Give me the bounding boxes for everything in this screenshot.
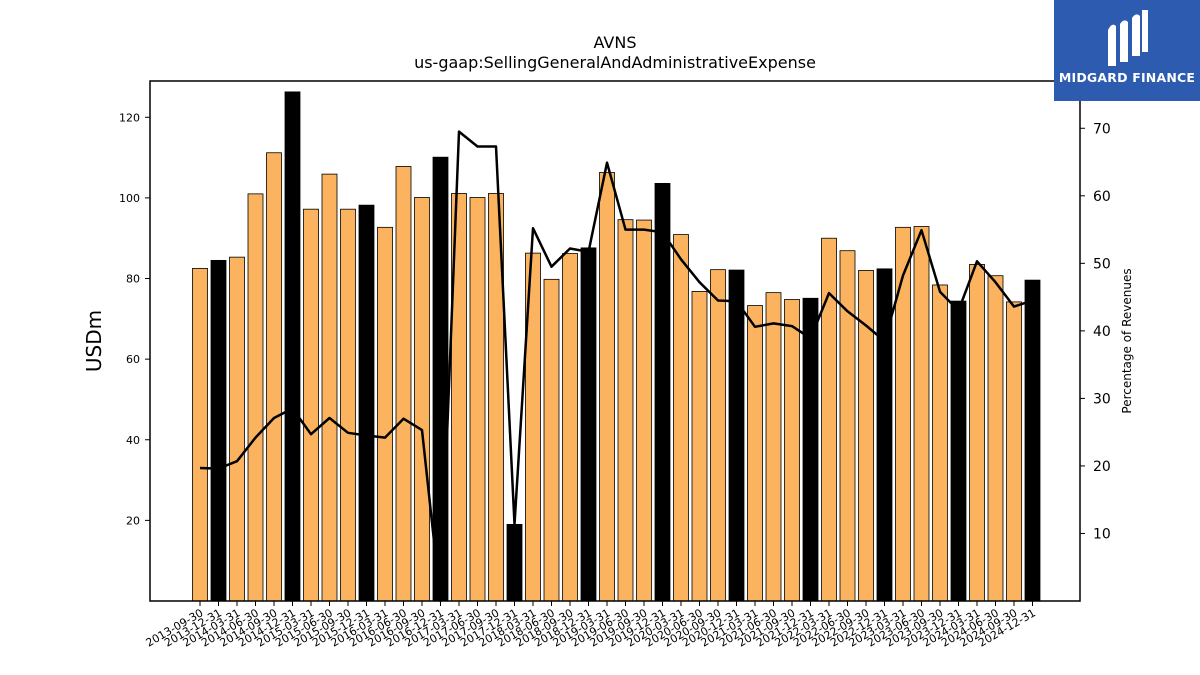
bar-2015-06-30	[321, 173, 338, 602]
bar-2018-06-30	[543, 278, 560, 602]
bar-2023-09-30	[932, 284, 948, 602]
bar-2019-09-30	[636, 219, 652, 602]
bar-2020-09-30	[710, 269, 726, 602]
bar-2019-03-31	[599, 172, 615, 602]
bar-2021-12-31	[802, 297, 819, 602]
y2-tick-label: 10	[1093, 526, 1111, 542]
bar-2014-03-31	[229, 256, 245, 602]
bar-2019-06-30	[617, 219, 634, 602]
bar-2015-12-31	[358, 204, 375, 602]
bar-2021-06-30	[765, 292, 782, 602]
bar-2020-12-31	[728, 269, 745, 602]
y2-axis-label: Percentage of Revenues	[1120, 268, 1134, 413]
bar-2017-06-30	[469, 197, 486, 602]
bar-2019-12-31	[654, 182, 671, 602]
bar-2015-09-30	[340, 208, 356, 602]
midgard-finance-logo: MIDGARD FINANCE	[1054, 0, 1200, 101]
y-axis-label: USDm	[82, 310, 106, 372]
bar-2016-06-30	[395, 166, 412, 602]
logo-text: MIDGARD FINANCE	[1058, 70, 1196, 85]
bar-series	[192, 91, 1041, 602]
bar-2023-06-30	[913, 226, 930, 602]
y-tick-label: 80	[126, 273, 140, 286]
y2-tick-label: 30	[1093, 391, 1111, 407]
percentage-line	[199, 130, 1033, 603]
bar-2020-06-30	[691, 291, 708, 602]
bar-2015-03-31	[303, 208, 319, 602]
bar-2022-06-30	[839, 250, 856, 602]
bar-2014-12-31	[284, 91, 301, 602]
y2-tick-label: 20	[1093, 459, 1111, 475]
midgard-logo-icon	[1108, 10, 1148, 66]
y2-tick-label: 50	[1093, 256, 1111, 272]
y-tick-label: 40	[126, 434, 140, 447]
y-axis-left: 20 40 60 80 100 120	[119, 111, 150, 527]
bar-2021-09-30	[784, 299, 800, 602]
y-tick-label: 120	[119, 111, 140, 124]
bar-2024-09-30	[1006, 301, 1022, 602]
y2-tick-label: 60	[1093, 189, 1111, 205]
bar-2023-12-31	[950, 300, 967, 602]
chart-subtitle: us-gaap:SellingGeneralAndAdministrativeE…	[414, 53, 816, 72]
x-axis: 2013-09-302013-12-312014-03-312014-06-30…	[144, 601, 1038, 650]
percentage-line-series	[199, 130, 1033, 603]
y-tick-label: 60	[126, 353, 140, 366]
bar-2018-12-31	[580, 247, 597, 602]
y-tick-label: 100	[119, 192, 140, 205]
bar-2014-09-30	[266, 152, 282, 602]
bar-2017-12-31	[506, 524, 523, 602]
bar-2023-03-31	[895, 226, 911, 602]
plot-frame	[149, 80, 1081, 602]
bar-2016-03-31	[377, 226, 393, 602]
bar-2024-03-31	[969, 264, 985, 602]
bar-2016-09-30	[414, 197, 430, 602]
bar-2014-06-30	[247, 193, 264, 602]
bar-2018-09-30	[562, 253, 578, 602]
bar-2024-06-30	[987, 275, 1004, 602]
chart-title: AVNS	[594, 33, 637, 52]
bar-2013-09-30	[192, 268, 208, 602]
bar-2020-03-31	[673, 234, 689, 602]
y-tick-label: 20	[126, 514, 140, 527]
bar-2024-12-31	[1024, 279, 1041, 602]
y2-tick-label: 70	[1093, 121, 1111, 137]
bar-2016-12-31	[432, 156, 449, 602]
bar-2013-12-31	[210, 259, 227, 602]
bar-2021-03-31	[747, 305, 763, 602]
y2-tick-label: 40	[1093, 324, 1111, 340]
y-axis-right: 10 20 30 40 50 60 70	[1080, 121, 1111, 542]
